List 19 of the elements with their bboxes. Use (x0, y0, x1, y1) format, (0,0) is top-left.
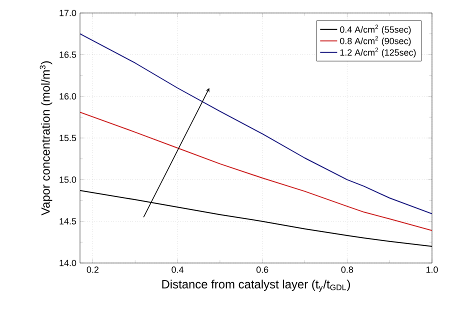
x-tick-label: 1.0 (426, 266, 438, 273)
x-tick-label: 0.2 (86, 266, 98, 273)
y-tick-label: 16.0 (60, 93, 76, 100)
y-tick-label: 14.0 (60, 260, 76, 266)
legend-label: 0.8 A/cm$^{2}$ (90sec) (340, 36, 411, 46)
line-series (80, 112, 432, 231)
y-tick-label: 16.5 (60, 51, 76, 58)
x-tick-label: 0.4 (172, 266, 184, 273)
y-tick-label: 15.0 (60, 176, 76, 183)
y-axis-title: Vapor concentration (mol/m$^{3}$) (40, 61, 52, 216)
legend-label: 0.4 A/cm$^{2}$ (55sec) (340, 24, 411, 35)
y-tick-label: 15.5 (60, 134, 76, 142)
x-tick-label: 0.6 (256, 266, 268, 273)
x-axis-title: Distance from catalyst layer (t$_{y}$/t$_{GDL}$) (162, 280, 350, 292)
legend-label: 1.2 A/cm$^{2}$ (125sec) (340, 48, 416, 58)
y-tick-label: 17.0 (60, 10, 76, 16)
y-tick-label: 14.5 (60, 218, 76, 224)
x-tick-label: 0.8 (341, 266, 354, 273)
line-series (80, 33, 432, 214)
